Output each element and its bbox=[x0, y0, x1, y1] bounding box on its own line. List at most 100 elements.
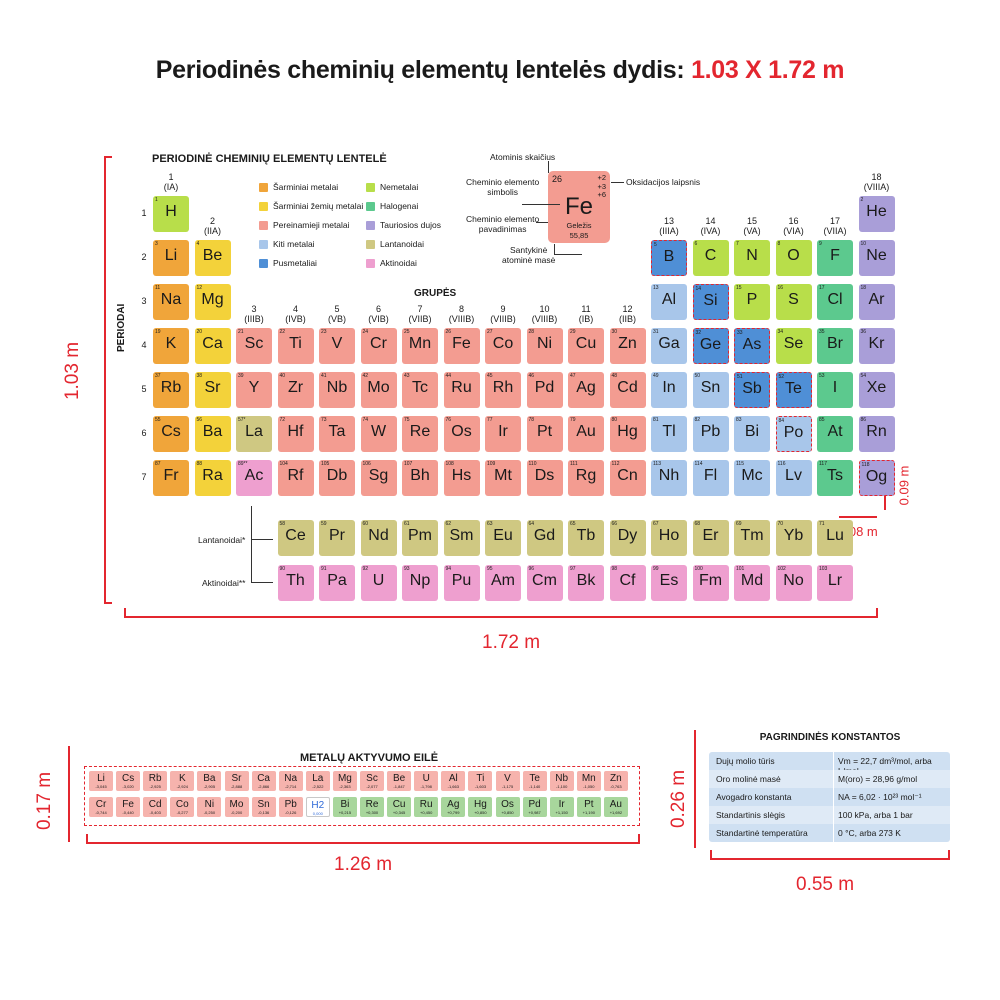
activity-element-ni: Ni -0,250 bbox=[197, 797, 222, 817]
activity-symbol: K bbox=[178, 773, 186, 784]
activity-element-cu: Cu +0,345 bbox=[387, 797, 412, 817]
constant-name: Avogadro konstanta bbox=[716, 792, 792, 802]
element-lu: 71 Lu bbox=[817, 520, 853, 556]
constant-name: Dujų molio tūris bbox=[716, 756, 775, 766]
series-width-cap-right bbox=[638, 834, 640, 844]
activity-element-hg: Hg +0,850 bbox=[468, 797, 493, 817]
atomic-number: 58 bbox=[279, 521, 286, 527]
group-header: 11 (IB) bbox=[578, 304, 594, 324]
activity-symbol: Ca bbox=[257, 773, 270, 784]
constants-title: PAGRINDINĖS KONSTANTOS bbox=[759, 732, 901, 743]
key-oxidation-states: +2 +3 +6 bbox=[597, 173, 606, 199]
element-as: 33 As bbox=[734, 328, 770, 364]
constants-width-label: 0.55 m bbox=[796, 874, 855, 895]
activity-element-mn: Mn -1,050 bbox=[576, 771, 601, 791]
activity-potential: -2,925 bbox=[149, 784, 161, 789]
element-db: 105 Db bbox=[319, 460, 355, 496]
element-symbol: Er bbox=[702, 527, 719, 544]
width-dimension-cap-left bbox=[124, 608, 126, 618]
width-dimension-cap-right bbox=[876, 608, 878, 618]
element-ti: 22 Ti bbox=[277, 328, 314, 364]
element-eu: 63 Eu bbox=[485, 520, 521, 556]
element-symbol: Sn bbox=[700, 379, 721, 396]
activity-element-co: Co -0,277 bbox=[170, 797, 195, 817]
element-symbol: Pb bbox=[700, 423, 721, 440]
constants-divider bbox=[833, 770, 834, 788]
atomic-number: 56 bbox=[196, 417, 203, 423]
activity-potential: +0,850 bbox=[501, 810, 514, 815]
atomic-number: 64 bbox=[528, 521, 535, 527]
constants-width-cap-right bbox=[948, 850, 950, 860]
element-md: 101 Md bbox=[734, 565, 770, 601]
atomic-number: 79 bbox=[570, 417, 576, 423]
element-cr: 24 Cr bbox=[360, 328, 397, 364]
activity-symbol: Sn bbox=[257, 799, 270, 810]
element-symbol: Be bbox=[202, 247, 223, 264]
activity-element-os: Os +0,850 bbox=[495, 797, 520, 817]
element-ge: 32 Ge bbox=[692, 328, 729, 364]
element-symbol: Ti bbox=[289, 335, 302, 352]
element-symbol: Fm bbox=[698, 572, 723, 589]
element-ds: 110 Ds bbox=[526, 460, 563, 496]
atomic-number: 3 bbox=[155, 241, 158, 247]
atomic-number: 111 bbox=[570, 461, 578, 467]
group-header: 5 (VB) bbox=[328, 304, 346, 324]
element-symbol: Pd bbox=[534, 379, 555, 396]
height-dimension-cap-top bbox=[104, 156, 112, 158]
element-cn: 112 Cn bbox=[609, 460, 646, 496]
element-symbol: Tb bbox=[576, 527, 596, 544]
element-symbol: Ir bbox=[498, 423, 508, 440]
legend-label: Aktinoidai bbox=[380, 258, 417, 268]
constant-name: Oro molinė masė bbox=[716, 774, 781, 784]
activity-symbol: Cs bbox=[121, 773, 135, 784]
activity-potential: +1,150 bbox=[555, 810, 568, 815]
constants-divider bbox=[833, 752, 834, 770]
element-symbol: Tm bbox=[740, 527, 764, 544]
element-bk: 97 Bk bbox=[568, 565, 604, 601]
activity-potential: +0,215 bbox=[338, 810, 352, 815]
atomic-number: 86 bbox=[860, 417, 867, 423]
element-symbol: Pr bbox=[329, 527, 345, 544]
element-symbol: Cs bbox=[161, 423, 181, 440]
atomic-number: 109 bbox=[487, 461, 496, 467]
element-symbol: Am bbox=[491, 572, 515, 589]
element-tb: 65 Tb bbox=[568, 520, 604, 556]
element-symbol: Lv bbox=[785, 467, 802, 484]
atomic-number: 29 bbox=[570, 329, 576, 335]
element-symbol: Fe bbox=[452, 335, 471, 352]
activity-symbol: Bi bbox=[340, 799, 350, 810]
activity-symbol: Au bbox=[609, 799, 622, 810]
element-nb: 41 Nb bbox=[319, 372, 355, 408]
element-symbol: N bbox=[746, 247, 758, 264]
constants-width-cap-left bbox=[710, 850, 712, 860]
key-atomic-number: 26 bbox=[552, 174, 563, 184]
atomic-number: 44 bbox=[445, 373, 452, 379]
atomic-number: 117 bbox=[819, 461, 827, 467]
constants-divider bbox=[833, 824, 834, 842]
element-ca: 20 Ca bbox=[194, 328, 231, 364]
activity-potential: -1,847 bbox=[393, 784, 405, 789]
element-rn: 86 Rn bbox=[858, 416, 895, 452]
element-symbol: V bbox=[331, 335, 343, 352]
element-symbol: Se bbox=[783, 335, 804, 352]
atomic-number: 21 bbox=[238, 329, 244, 335]
element-ts: 117 Ts bbox=[817, 460, 853, 496]
periods-label: PERIODAI bbox=[116, 303, 127, 352]
element-ni: 28 Ni bbox=[526, 328, 563, 364]
element-pu: 94 Pu bbox=[443, 565, 480, 601]
element-nh: 113 Nh bbox=[651, 460, 687, 496]
atomic-number: 105 bbox=[321, 461, 330, 467]
element-symbol: Gd bbox=[533, 527, 556, 544]
activity-element-cs: Cs -3,020 bbox=[116, 771, 141, 791]
element-symbol: Hg bbox=[617, 423, 638, 440]
activity-element-na: Na -2,714 bbox=[278, 771, 303, 791]
element-symbol: Y bbox=[248, 379, 260, 396]
table-width-label: 1.72 m bbox=[482, 632, 541, 653]
activity-element-pd: Pd +0,987 bbox=[522, 797, 547, 817]
legend-item: Pusmetaliai bbox=[259, 258, 317, 269]
atomic-number: 82 bbox=[694, 417, 701, 423]
element-xe: 54 Xe bbox=[858, 372, 895, 408]
atomic-number: 2 bbox=[860, 197, 864, 203]
atomic-number: 15 bbox=[736, 285, 742, 291]
legend-label: Nemetalai bbox=[380, 182, 419, 192]
